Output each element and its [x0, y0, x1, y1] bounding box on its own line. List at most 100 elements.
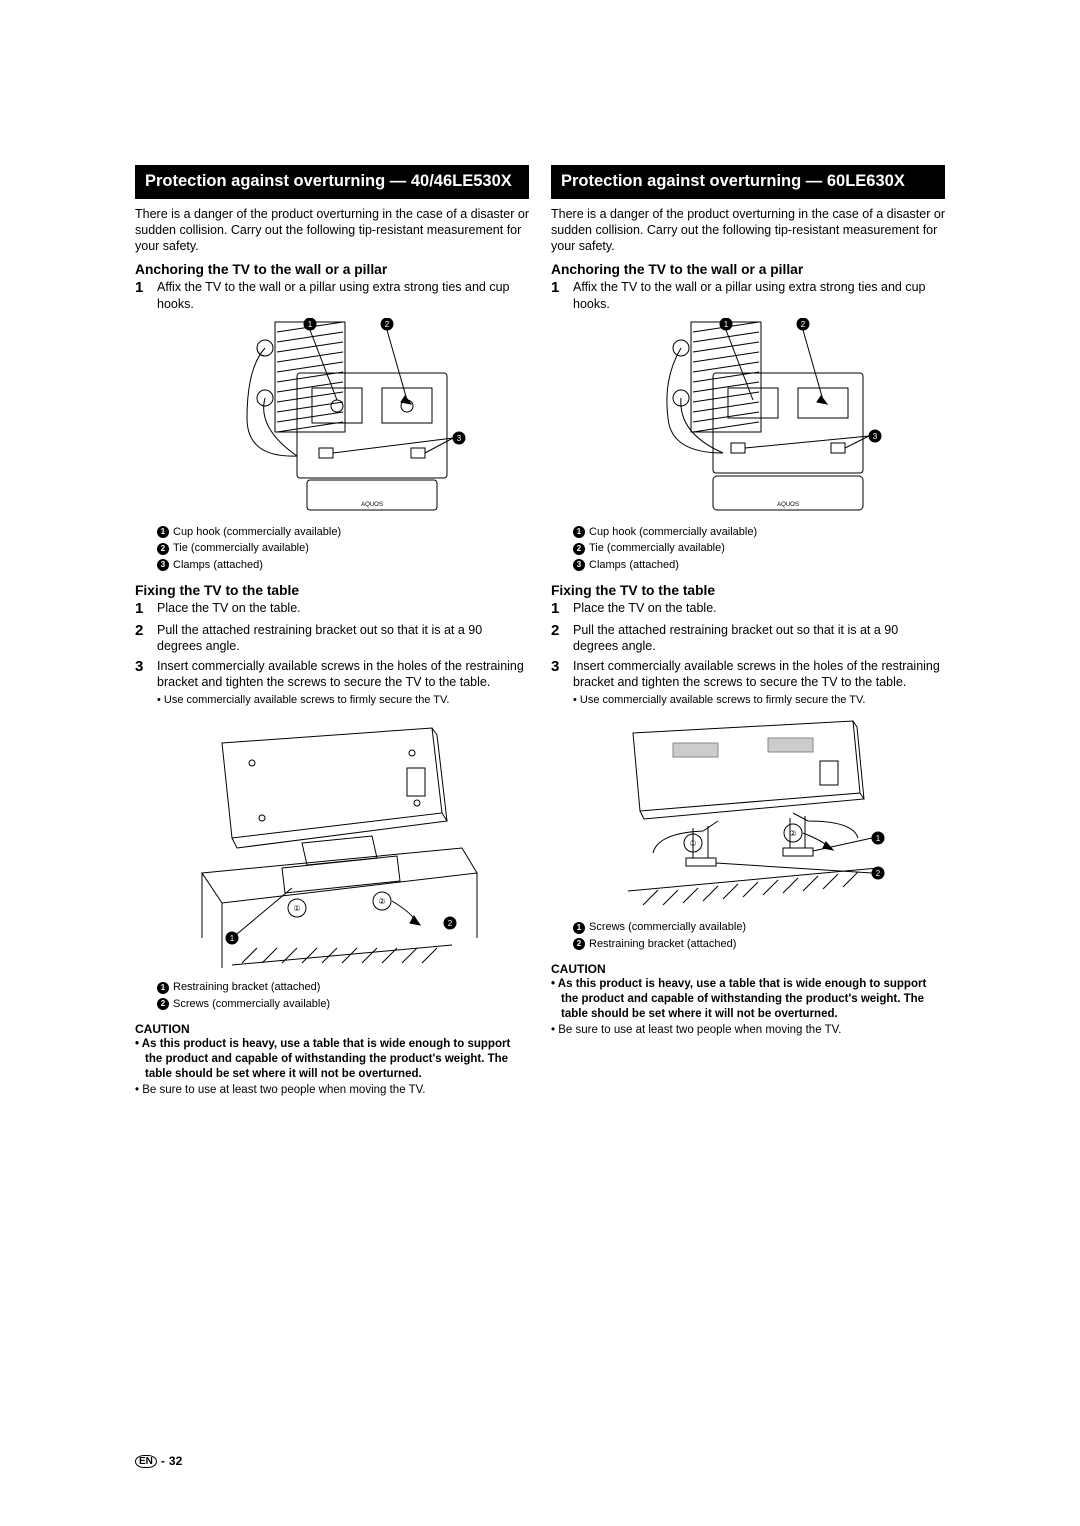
svg-text:②: ② — [378, 897, 385, 906]
step-number: 1 — [135, 600, 157, 619]
svg-text:1: 1 — [230, 934, 235, 943]
legend-item: 1 Cup hook (commercially available) — [157, 524, 529, 541]
step-text: Place the TV on the table. — [573, 600, 945, 616]
step-text: Place the TV on the table. — [157, 600, 529, 616]
legend-item: 3 Clamps (attached) — [157, 557, 529, 574]
left-caution-text: • Be sure to use at least two people whe… — [135, 1083, 529, 1098]
svg-text:1: 1 — [876, 834, 881, 843]
left-section-header: Protection against overturning — 40/46LE… — [135, 165, 529, 199]
right-wall-figure: AQUOS 1 2 3 — [551, 318, 945, 518]
step-text: Insert commercially available screws in … — [573, 658, 945, 691]
left-wall-legend: 1 Cup hook (commercially available) 2 Tie … — [157, 524, 529, 574]
left-fix-step3: 3 Insert commercially available screws i… — [135, 658, 529, 691]
legend-item: 3 Clamps (attached) — [573, 557, 945, 574]
step-number: 3 — [551, 658, 573, 677]
left-table-figure: ① ② 1 2 — [135, 713, 529, 973]
step-number: 1 — [551, 279, 573, 298]
circled-1-icon: 1 — [573, 922, 585, 934]
legend-item: 1 Cup hook (commercially available) — [573, 524, 945, 541]
left-wall-figure: AQUOS 1 2 3 — [135, 318, 529, 518]
step-text: Affix the TV to the wall or a pillar usi… — [573, 279, 945, 312]
legend-item: 1 Screws (commercially available) — [573, 919, 945, 936]
right-caution-text: • Be sure to use at least two people whe… — [551, 1023, 945, 1038]
legend-item: 2 Tie (commercially available) — [157, 540, 529, 557]
left-caution-bold: • As this product is heavy, use a table … — [135, 1037, 529, 1082]
circled-1-icon: 1 — [573, 526, 585, 538]
right-caution-head: CAUTION — [551, 962, 945, 976]
svg-text:AQUOS: AQUOS — [777, 502, 799, 508]
circled-3-icon: 3 — [157, 559, 169, 571]
step-number: 1 — [135, 279, 157, 298]
step-number: 3 — [135, 658, 157, 677]
circled-1-icon: 1 — [157, 526, 169, 538]
svg-text:2: 2 — [385, 320, 390, 329]
right-section-header: Protection against overturning — 60LE630… — [551, 165, 945, 199]
legend-text: Screws (commercially available) — [173, 996, 330, 1013]
circled-3-icon: 3 — [573, 559, 585, 571]
legend-text: Cup hook (commercially available) — [173, 524, 341, 541]
step-text: Pull the attached restraining bracket ou… — [573, 622, 945, 655]
right-column: Protection against overturning — 60LE630… — [551, 165, 945, 1098]
legend-text: Restraining bracket (attached) — [589, 936, 736, 953]
circled-1-icon: 1 — [157, 982, 169, 994]
left-fix-sub-bullet: • Use commercially available screws to f… — [157, 693, 529, 707]
right-fix-heading: Fixing the TV to the table — [551, 583, 945, 598]
step-number: 2 — [551, 622, 573, 641]
svg-text:3: 3 — [873, 432, 878, 441]
circled-2-icon: 2 — [157, 543, 169, 555]
right-fix-step2: 2 Pull the attached restraining bracket … — [551, 622, 945, 655]
left-anchor-heading: Anchoring the TV to the wall or a pillar — [135, 262, 529, 277]
svg-text:3: 3 — [457, 434, 462, 443]
page-dash: - — [161, 1454, 165, 1468]
step-text: Insert commercially available screws in … — [157, 658, 529, 691]
page-num-value: 32 — [169, 1454, 182, 1468]
svg-text:2: 2 — [876, 869, 881, 878]
right-anchor-step1: 1 Affix the TV to the wall or a pillar u… — [551, 279, 945, 312]
right-fix-step1: 1 Place the TV on the table. — [551, 600, 945, 619]
legend-text: Screws (commercially available) — [589, 919, 746, 936]
right-fix-sub-bullet: • Use commercially available screws to f… — [573, 693, 945, 707]
step-number: 1 — [551, 600, 573, 619]
right-anchor-heading: Anchoring the TV to the wall or a pillar — [551, 262, 945, 277]
svg-text:2: 2 — [448, 919, 453, 928]
left-fix-heading: Fixing the TV to the table — [135, 583, 529, 598]
svg-text:①: ① — [293, 904, 300, 913]
legend-text: Cup hook (commercially available) — [589, 524, 757, 541]
left-column: Protection against overturning — 40/46LE… — [135, 165, 529, 1098]
right-fix-step3: 3 Insert commercially available screws i… — [551, 658, 945, 691]
svg-text:1: 1 — [308, 320, 313, 329]
svg-text:2: 2 — [801, 320, 806, 329]
legend-text: Clamps (attached) — [589, 557, 679, 574]
legend-text: Tie (commercially available) — [589, 540, 725, 557]
svg-text:②: ② — [789, 829, 796, 838]
right-table-legend: 1 Screws (commercially available) 2 Restra… — [573, 919, 945, 952]
svg-text:AQUOS: AQUOS — [361, 502, 383, 508]
right-intro: There is a danger of the product overtur… — [551, 206, 945, 255]
legend-text: Restraining bracket (attached) — [173, 979, 320, 996]
left-anchor-step1: 1 Affix the TV to the wall or a pillar u… — [135, 279, 529, 312]
svg-text:1: 1 — [724, 320, 729, 329]
right-wall-legend: 1 Cup hook (commercially available) 2 Tie … — [573, 524, 945, 574]
circled-2-icon: 2 — [573, 938, 585, 950]
page-number: EN -32 — [135, 1454, 182, 1468]
step-text: Affix the TV to the wall or a pillar usi… — [157, 279, 529, 312]
right-table-figure: ① ② 1 2 — [551, 713, 945, 913]
left-table-legend: 1 Restraining bracket (attached) 2 Screws … — [157, 979, 529, 1012]
circled-2-icon: 2 — [573, 543, 585, 555]
left-intro: There is a danger of the product overtur… — [135, 206, 529, 255]
left-fix-step2: 2 Pull the attached restraining bracket … — [135, 622, 529, 655]
svg-text:①: ① — [689, 839, 696, 848]
legend-item: 2 Tie (commercially available) — [573, 540, 945, 557]
page-lang: EN — [135, 1455, 157, 1468]
legend-item: 1 Restraining bracket (attached) — [157, 979, 529, 996]
legend-text: Clamps (attached) — [173, 557, 263, 574]
step-text: Pull the attached restraining bracket ou… — [157, 622, 529, 655]
left-caution-head: CAUTION — [135, 1022, 529, 1036]
left-fix-step1: 1 Place the TV on the table. — [135, 600, 529, 619]
right-caution-bold: • As this product is heavy, use a table … — [551, 977, 945, 1022]
legend-item: 2 Restraining bracket (attached) — [573, 936, 945, 953]
legend-text: Tie (commercially available) — [173, 540, 309, 557]
circled-2-icon: 2 — [157, 998, 169, 1010]
legend-item: 2 Screws (commercially available) — [157, 996, 529, 1013]
step-number: 2 — [135, 622, 157, 641]
